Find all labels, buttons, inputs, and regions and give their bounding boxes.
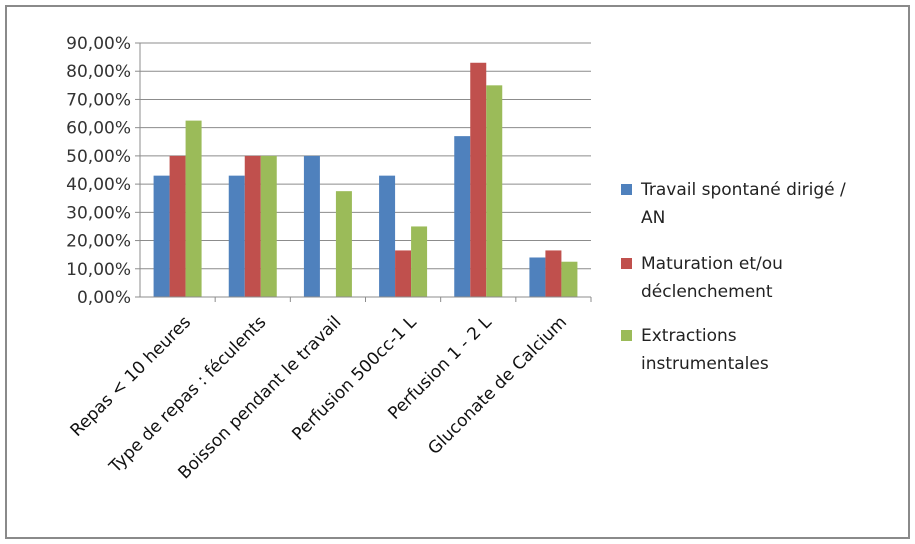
x-category-label: Gluconate de Calcium bbox=[424, 312, 571, 459]
y-tick-label: 80,00% bbox=[66, 62, 131, 82]
gridlines bbox=[140, 42, 591, 270]
bar bbox=[486, 85, 503, 297]
y-tick-label: 10,00% bbox=[66, 260, 131, 280]
bars bbox=[153, 62, 578, 297]
x-category-label: Repas < 10 heures bbox=[67, 312, 196, 441]
x-category-label: Perfusion 500cc-1 L bbox=[288, 312, 421, 445]
bar bbox=[335, 191, 352, 297]
bar bbox=[561, 261, 578, 297]
bar bbox=[454, 136, 471, 297]
x-category-label: Type de repas : féculents bbox=[105, 312, 270, 477]
legend-swatch bbox=[621, 330, 632, 341]
y-tick-label: 0,00% bbox=[77, 288, 131, 308]
axes bbox=[135, 42, 592, 302]
bar bbox=[395, 250, 412, 297]
y-tick-label: 90,00% bbox=[66, 34, 131, 54]
legend-swatch bbox=[621, 184, 632, 195]
bar bbox=[470, 62, 487, 297]
bar bbox=[411, 226, 428, 297]
bar bbox=[545, 250, 562, 297]
legend-label: Travail spontané dirigé / bbox=[640, 180, 846, 200]
bar bbox=[379, 175, 396, 297]
bar bbox=[303, 155, 320, 297]
legend: Travail spontané dirigé / AN Maturation et… bbox=[621, 180, 846, 374]
bar bbox=[169, 155, 186, 297]
y-axis-tick-labels: 0,00% 10,00% 20,00% 30,00% 40,00% 50,00% 60,00… bbox=[66, 34, 131, 308]
legend-label: Extractions bbox=[641, 326, 737, 346]
legend-label: AN bbox=[641, 208, 665, 228]
legend-label: déclenchement bbox=[641, 282, 773, 302]
y-tick-label: 30,00% bbox=[66, 203, 131, 223]
y-tick-label: 70,00% bbox=[66, 90, 131, 110]
y-tick-label: 60,00% bbox=[66, 119, 131, 139]
bar-chart: 0,00% 10,00% 20,00% 30,00% 40,00% 50,00% 60,00… bbox=[66, 34, 846, 483]
legend-label: instrumentales bbox=[641, 354, 769, 374]
legend-label: Maturation et/ou bbox=[641, 254, 783, 274]
y-tick-label: 40,00% bbox=[66, 175, 131, 195]
bar bbox=[228, 175, 245, 297]
bar bbox=[153, 175, 170, 297]
legend-swatch bbox=[621, 258, 632, 269]
bar bbox=[260, 155, 277, 297]
chart-frame: 0,00% 10,00% 20,00% 30,00% 40,00% 50,00% 60,00… bbox=[5, 5, 910, 539]
bar bbox=[185, 120, 202, 297]
bar bbox=[244, 155, 261, 297]
y-tick-label: 20,00% bbox=[66, 232, 131, 252]
bar bbox=[529, 257, 546, 297]
y-tick-label: 50,00% bbox=[66, 147, 131, 167]
